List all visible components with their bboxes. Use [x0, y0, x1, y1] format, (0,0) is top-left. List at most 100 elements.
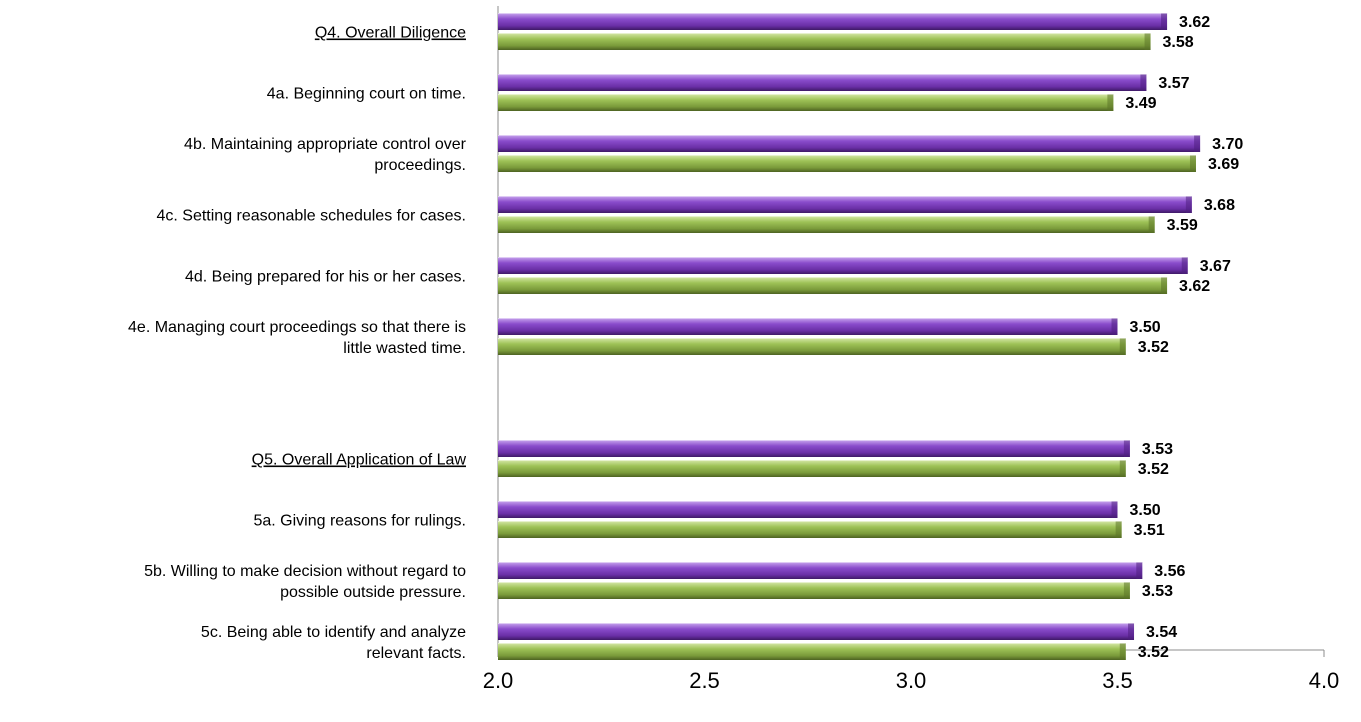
x-tick-label: 4.0	[1309, 668, 1340, 693]
data-label: 3.69	[1208, 156, 1239, 173]
category-label-line: 5b. Willing to make decision without reg…	[144, 563, 466, 580]
data-label: 3.59	[1167, 217, 1198, 234]
category-label-line: 4d. Being prepared for his or her cases.	[185, 269, 466, 286]
bar-series-1	[498, 318, 1118, 335]
category-label: 4b. Maintaining appropriate control over…	[184, 136, 467, 174]
data-label: 3.68	[1204, 197, 1235, 214]
bar-body	[498, 257, 1188, 274]
bar-end-cap	[1119, 643, 1126, 660]
category-label: 5c. Being able to identify and analyze re…	[201, 624, 466, 662]
bar-end-cap	[1185, 196, 1192, 213]
category-label-line: Q4. Overall Diligence	[315, 25, 466, 42]
bar-series-2	[498, 338, 1126, 355]
bar-end-cap	[1123, 582, 1130, 599]
data-label: 3.50	[1130, 502, 1161, 519]
bar-end-cap	[1181, 257, 1188, 274]
bar-end-cap	[1148, 216, 1155, 233]
bar-body	[498, 460, 1126, 477]
bar-series-1	[498, 74, 1147, 91]
x-tick-label: 3.5	[1102, 668, 1133, 693]
bar-body	[498, 196, 1192, 213]
data-label: 3.54	[1146, 624, 1177, 641]
bar-body	[498, 277, 1168, 294]
data-label: 3.70	[1212, 136, 1243, 153]
bar-series-2	[498, 521, 1122, 538]
bar-end-cap	[1115, 521, 1122, 538]
bar-layer	[498, 13, 1201, 660]
x-tick-label: 2.0	[483, 668, 514, 693]
data-label: 3.56	[1154, 563, 1185, 580]
bar-series-1	[498, 562, 1143, 579]
category-label-line: relevant facts.	[366, 645, 466, 662]
data-label: 3.52	[1138, 461, 1169, 478]
bar-body	[498, 74, 1147, 91]
bar-body	[498, 338, 1126, 355]
bar-series-2	[498, 460, 1126, 477]
bar-series-1	[498, 135, 1201, 152]
data-label: 3.57	[1158, 75, 1189, 92]
bar-body	[498, 440, 1130, 457]
category-label-line: little wasted time.	[343, 340, 466, 357]
bar-end-cap	[1128, 623, 1135, 640]
bar-end-cap	[1123, 440, 1130, 457]
bar-series-1	[498, 440, 1130, 457]
bar-end-cap	[1140, 74, 1147, 91]
category-label-line: 5c. Being able to identify and analyze	[201, 624, 466, 641]
bar-series-2	[498, 155, 1196, 172]
category-label: 4c. Setting reasonable schedules for cas…	[156, 208, 466, 225]
bar-end-cap	[1107, 94, 1114, 111]
data-label: 3.49	[1125, 95, 1156, 112]
data-label: 3.62	[1179, 14, 1210, 31]
category-label: 4e. Managing court proceedings so that t…	[128, 319, 466, 357]
bar-body	[498, 501, 1118, 518]
bar-series-2	[498, 643, 1126, 660]
bar-series-1	[498, 13, 1168, 30]
data-label: 3.51	[1134, 522, 1165, 539]
bar-end-cap	[1194, 135, 1201, 152]
bar-end-cap	[1144, 33, 1151, 50]
bar-body	[498, 643, 1126, 660]
bar-body	[498, 216, 1155, 233]
section-header-label: Q4. Overall Diligence	[315, 25, 466, 42]
bar-end-cap	[1119, 338, 1126, 355]
category-label: 5a. Giving reasons for rulings.	[253, 513, 466, 530]
bar-series-1	[498, 257, 1188, 274]
bar-body	[498, 623, 1135, 640]
bar-end-cap	[1119, 460, 1126, 477]
data-label: 3.53	[1142, 583, 1173, 600]
category-label-line: possible outside pressure.	[280, 584, 466, 601]
bar-series-2	[498, 277, 1168, 294]
category-label-line: 5a. Giving reasons for rulings.	[253, 513, 466, 530]
category-label-line: 4a. Beginning court on time.	[267, 86, 466, 103]
bar-body	[498, 33, 1151, 50]
bar-body	[498, 521, 1122, 538]
bar-end-cap	[1136, 562, 1143, 579]
bar-series-2	[498, 582, 1130, 599]
category-label: 4a. Beginning court on time.	[267, 86, 466, 103]
bar-end-cap	[1189, 155, 1196, 172]
data-label: 3.58	[1163, 34, 1194, 51]
bar-body	[498, 13, 1168, 30]
category-label-line: proceedings.	[374, 157, 466, 174]
data-label: 3.52	[1138, 339, 1169, 356]
bar-body	[498, 155, 1196, 172]
x-tick-label: 2.5	[689, 668, 720, 693]
bar-body	[498, 562, 1143, 579]
bar-end-cap	[1161, 277, 1168, 294]
category-label-line: 4c. Setting reasonable schedules for cas…	[156, 208, 466, 225]
bar-series-1	[498, 623, 1135, 640]
bar-series-2	[498, 33, 1151, 50]
bar-end-cap	[1161, 13, 1168, 30]
data-label: 3.52	[1138, 644, 1169, 661]
category-label: 5b. Willing to make decision without reg…	[144, 563, 466, 601]
bar-series-1	[498, 196, 1192, 213]
category-label-line: 4b. Maintaining appropriate control over	[184, 136, 467, 153]
label-layer: 2.0 2.5 3.0 3.5 4.0 Q4. Overall Diligence 3.62…	[128, 14, 1339, 693]
category-label-line: 4e. Managing court proceedings so that t…	[128, 319, 466, 336]
bar-body	[498, 318, 1118, 335]
data-label: 3.67	[1200, 258, 1231, 275]
bar-body	[498, 135, 1201, 152]
bar-series-2	[498, 94, 1114, 111]
bar-body	[498, 582, 1130, 599]
